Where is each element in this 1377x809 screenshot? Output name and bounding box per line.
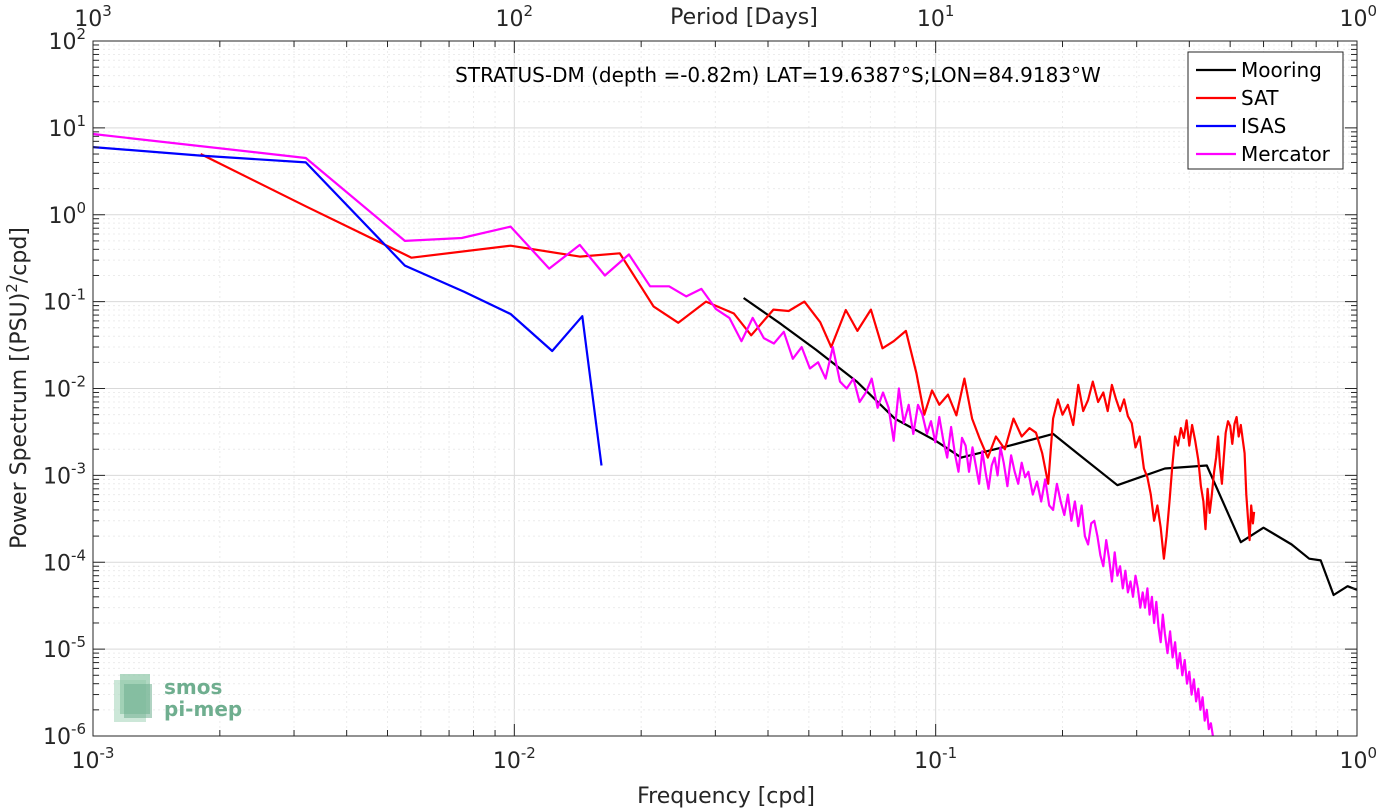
series-line-mercator — [93, 132, 1214, 736]
y-tick-label-base: 10 — [43, 638, 71, 663]
y-tick-label-base: 10 — [43, 291, 71, 316]
x-tick-label-base: 10 — [493, 749, 521, 774]
legend-label-sat: SAT — [1241, 86, 1279, 110]
series-line-isas — [93, 146, 603, 466]
y-tick-label-base: 10 — [48, 30, 76, 55]
legend-label-isas: ISAS — [1241, 114, 1286, 138]
y-tick-label: 10-4 — [43, 546, 86, 576]
y-tick-label-exponent: -4 — [71, 546, 86, 564]
y-tick-label-exponent: 1 — [76, 112, 86, 130]
top-x-tick-label-exponent: 1 — [945, 2, 955, 20]
y-tick-label-exponent: 0 — [76, 199, 86, 217]
legend-box — [1187, 51, 1344, 170]
legend: Mooring SAT ISAS Mercator — [1187, 51, 1344, 170]
y-tick-label-exponent: -6 — [71, 720, 86, 738]
y-axis-label-exponent: 2 — [3, 283, 21, 293]
top-x-tick-label-exponent: 3 — [102, 2, 112, 20]
y-axis-label-base: Power Spectrum [(PSU) — [7, 293, 32, 549]
y-tick-label-exponent: 2 — [76, 25, 86, 43]
y-axis-label-tail: /cpd] — [7, 227, 32, 283]
y-axis-label: Power Spectrum [(PSU)2/cpd] — [3, 227, 32, 549]
legend-label-mooring: Mooring — [1241, 58, 1322, 82]
series-line-mooring — [742, 297, 1357, 597]
y-tick-label: 101 — [48, 112, 86, 142]
axis-ticks — [92, 40, 1358, 737]
x-tick-label-exponent: 0 — [1367, 744, 1377, 762]
legend-label-mercator: Mercator — [1241, 142, 1331, 166]
x-tick-label: 10-1 — [914, 744, 957, 774]
top-x-tick-label: 102 — [496, 2, 534, 32]
top-x-tick-label-base: 10 — [1339, 7, 1367, 32]
x-tick-label-base: 10 — [72, 749, 100, 774]
top-x-tick-label-exponent: 0 — [1367, 2, 1377, 20]
y-tick-label-base: 10 — [43, 551, 71, 576]
x-tick-label-exponent: -1 — [942, 744, 957, 762]
top-x-tick-label-base: 10 — [74, 7, 102, 32]
y-tick-label: 100 — [48, 199, 86, 229]
x-tick-label: 10-2 — [493, 744, 536, 774]
smos-pi-mep-logo: smos pi-mep — [114, 674, 242, 722]
x-tick-label-exponent: -2 — [521, 744, 536, 762]
x-tick-label-base: 10 — [1339, 749, 1367, 774]
y-tick-label-exponent: -5 — [71, 633, 86, 651]
top-x-tick-label-base: 10 — [496, 7, 524, 32]
series-line-sat — [200, 153, 1256, 560]
x-tick-label-exponent: -3 — [100, 744, 115, 762]
y-tick-label-exponent: -1 — [71, 286, 86, 304]
top-x-tick-label-base: 10 — [917, 7, 945, 32]
logo-layer-front — [124, 684, 152, 718]
chart-title: STRATUS-DM (depth =-0.82m) LAT=19.6387°S… — [455, 63, 1101, 87]
x-tick-label: 100 — [1339, 744, 1377, 774]
logo-text-pi-mep: pi-mep — [164, 697, 242, 721]
y-tick-label: 10-6 — [43, 720, 86, 750]
logo-text-smos: smos — [164, 675, 222, 699]
y-tick-label-base: 10 — [43, 464, 71, 489]
y-tick-label: 10-1 — [43, 286, 86, 316]
y-tick-label-base: 10 — [48, 204, 76, 229]
legend-entries: Mooring SAT ISAS Mercator — [1196, 58, 1331, 166]
y-tick-label: 10-5 — [43, 633, 86, 663]
top-x-tick-label: 101 — [917, 2, 955, 32]
y-tick-label: 102 — [48, 25, 86, 55]
y-tick-label-exponent: -3 — [71, 459, 86, 477]
top-x-tick-label-exponent: 2 — [524, 2, 534, 20]
top-x-tick-label: 103 — [74, 2, 112, 32]
top-x-tick-label: 100 — [1339, 2, 1377, 32]
y-tick-label-base: 10 — [48, 117, 76, 142]
x-tick-label: 10-3 — [72, 744, 115, 774]
x-axis-label: Frequency [cpd] — [637, 784, 815, 809]
y-tick-label-base: 10 — [43, 725, 71, 750]
x-tick-label-base: 10 — [914, 749, 942, 774]
y-tick-label: 10-3 — [43, 459, 86, 489]
y-tick-label: 10-2 — [43, 373, 86, 403]
y-tick-label-base: 10 — [43, 378, 71, 403]
y-tick-label-exponent: -2 — [71, 373, 86, 391]
series-layer — [93, 132, 1357, 736]
top-x-axis-label: Period [Days] — [670, 5, 818, 30]
